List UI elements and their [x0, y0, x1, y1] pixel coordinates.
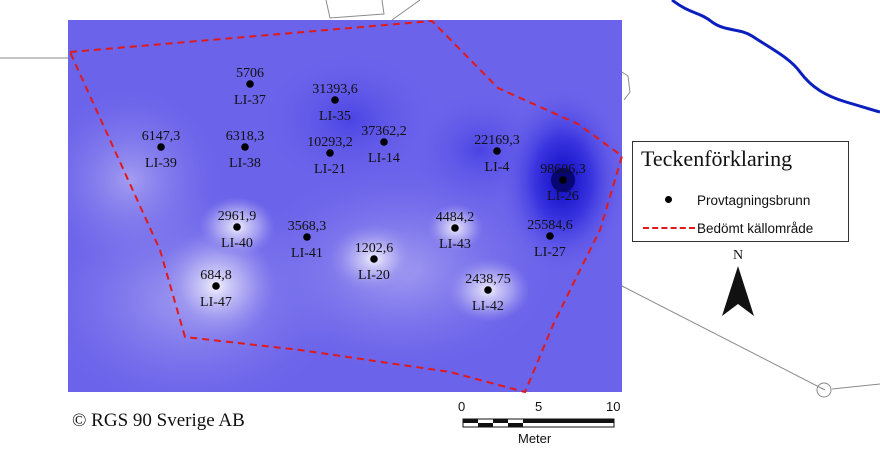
well-value-label: 6147,3	[142, 129, 181, 144]
well-id-label: LI-43	[439, 237, 471, 252]
legend-item-label: Provtagningsbrunn	[697, 192, 811, 208]
well-dot-icon	[212, 282, 220, 290]
well-dot-icon	[380, 138, 388, 146]
well-dot-icon	[493, 147, 501, 155]
north-arrow-icon	[722, 266, 754, 316]
well-dot-icon	[559, 176, 567, 184]
basemap-lines	[0, 0, 880, 398]
well-id-label: LI-4	[485, 160, 510, 175]
well-value-label: 31393,6	[312, 82, 358, 97]
north-arrow: N	[722, 248, 754, 316]
well-value-label: 4484,2	[436, 210, 475, 225]
well-value-label: 22169,3	[474, 133, 520, 148]
legend-item-boundary: Bedömt källområde	[641, 218, 813, 238]
well-dot-icon	[157, 143, 165, 151]
well-li-27: 25584,6 LI-27	[527, 218, 573, 260]
well-dot-icon	[451, 224, 459, 232]
well-id-label: LI-38	[229, 156, 261, 171]
well-value-label: 5706	[236, 66, 264, 81]
well-li-37: 5706 LI-37	[234, 66, 266, 108]
well-li-38: 6318,3 LI-38	[226, 129, 265, 171]
well-li-41: 3568,3 LI-41	[288, 219, 327, 261]
legend-item-label: Bedömt källområde	[697, 220, 814, 236]
river-line	[671, 0, 880, 114]
well-dot-icon	[246, 80, 254, 88]
well-id-label: LI-26	[547, 189, 579, 204]
well-li-47: 684,8 LI-47	[200, 268, 232, 310]
well-value-label: 10293,2	[307, 135, 353, 150]
well-li-43: 4484,2 LI-43	[436, 210, 475, 252]
well-id-label: LI-41	[291, 246, 323, 261]
well-dot-icon	[484, 286, 492, 294]
well-li-35: 31393,6 LI-35	[312, 82, 358, 124]
well-dot-icon	[326, 149, 334, 157]
well-id-label: LI-27	[534, 245, 566, 260]
well-dot-icon	[370, 255, 378, 263]
scale-bar	[462, 418, 615, 428]
well-id-label: LI-47	[200, 295, 232, 310]
north-label: N	[733, 248, 743, 263]
well-value-label: 1202,6	[355, 241, 394, 256]
well-dot-icon	[331, 96, 339, 104]
well-dot-icon	[546, 232, 554, 240]
well-id-label: LI-39	[145, 156, 177, 171]
well-id-label: LI-21	[314, 162, 346, 177]
well-value-label: 37362,2	[361, 124, 407, 139]
scale-tick-0: 0	[458, 399, 466, 414]
well-value-label: 98606,3	[540, 162, 586, 177]
well-id-label: LI-20	[358, 268, 390, 283]
well-id-label: LI-37	[234, 93, 266, 108]
well-li-42: 2438,75 LI-42	[465, 272, 511, 314]
well-dot-icon	[303, 233, 311, 241]
scale-unit: Meter	[518, 431, 552, 446]
concentration-raster	[68, 20, 622, 392]
dashed-line-icon	[641, 218, 697, 238]
well-li-4: 22169,3 LI-4	[474, 133, 520, 175]
well-value-label: 2961,9	[218, 209, 257, 224]
well-value-label: 3568,3	[288, 219, 327, 234]
well-value-label: 25584,6	[527, 218, 573, 233]
scale-tick-10: 10	[606, 399, 621, 414]
well-li-40: 2961,9 LI-40	[218, 209, 257, 251]
well-li-14: 37362,2 LI-14	[361, 124, 407, 166]
well-dot-icon	[233, 223, 241, 231]
well-li-21: 10293,2 LI-21	[307, 135, 353, 177]
source-area-boundary	[68, 19, 624, 394]
wells-layer: 5706 LI-37 31393,6 LI-35 6147,3 LI-39 6318,3 LI…	[142, 66, 586, 314]
well-dot-icon	[241, 143, 249, 151]
well-id-label: LI-14	[368, 151, 400, 166]
well-value-label: 6318,3	[226, 129, 265, 144]
well-li-20: 1202,6 LI-20	[355, 241, 394, 283]
well-value-label: 684,8	[200, 268, 232, 283]
legend-title: Teckenförklaring	[641, 146, 793, 171]
well-id-label: LI-40	[221, 236, 253, 251]
well-li-26: 98606,3 LI-26	[540, 162, 586, 204]
well-dot-icon	[641, 190, 697, 210]
well-id-label: LI-42	[472, 299, 504, 314]
well-value-label: 2438,75	[465, 272, 511, 287]
well-li-39: 6147,3 LI-39	[142, 129, 181, 171]
well-id-label: LI-35	[319, 109, 351, 124]
legend-item-well: Provtagningsbrunn	[641, 190, 810, 210]
legend: Teckenförklaring Provtagningsbrunn Bedöm…	[632, 141, 849, 242]
scale-tick-5: 5	[535, 399, 543, 414]
copyright: © RGS 90 Sverige AB	[72, 410, 245, 431]
